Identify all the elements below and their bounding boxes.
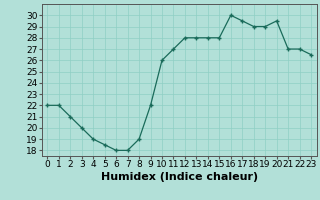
- X-axis label: Humidex (Indice chaleur): Humidex (Indice chaleur): [100, 172, 258, 182]
